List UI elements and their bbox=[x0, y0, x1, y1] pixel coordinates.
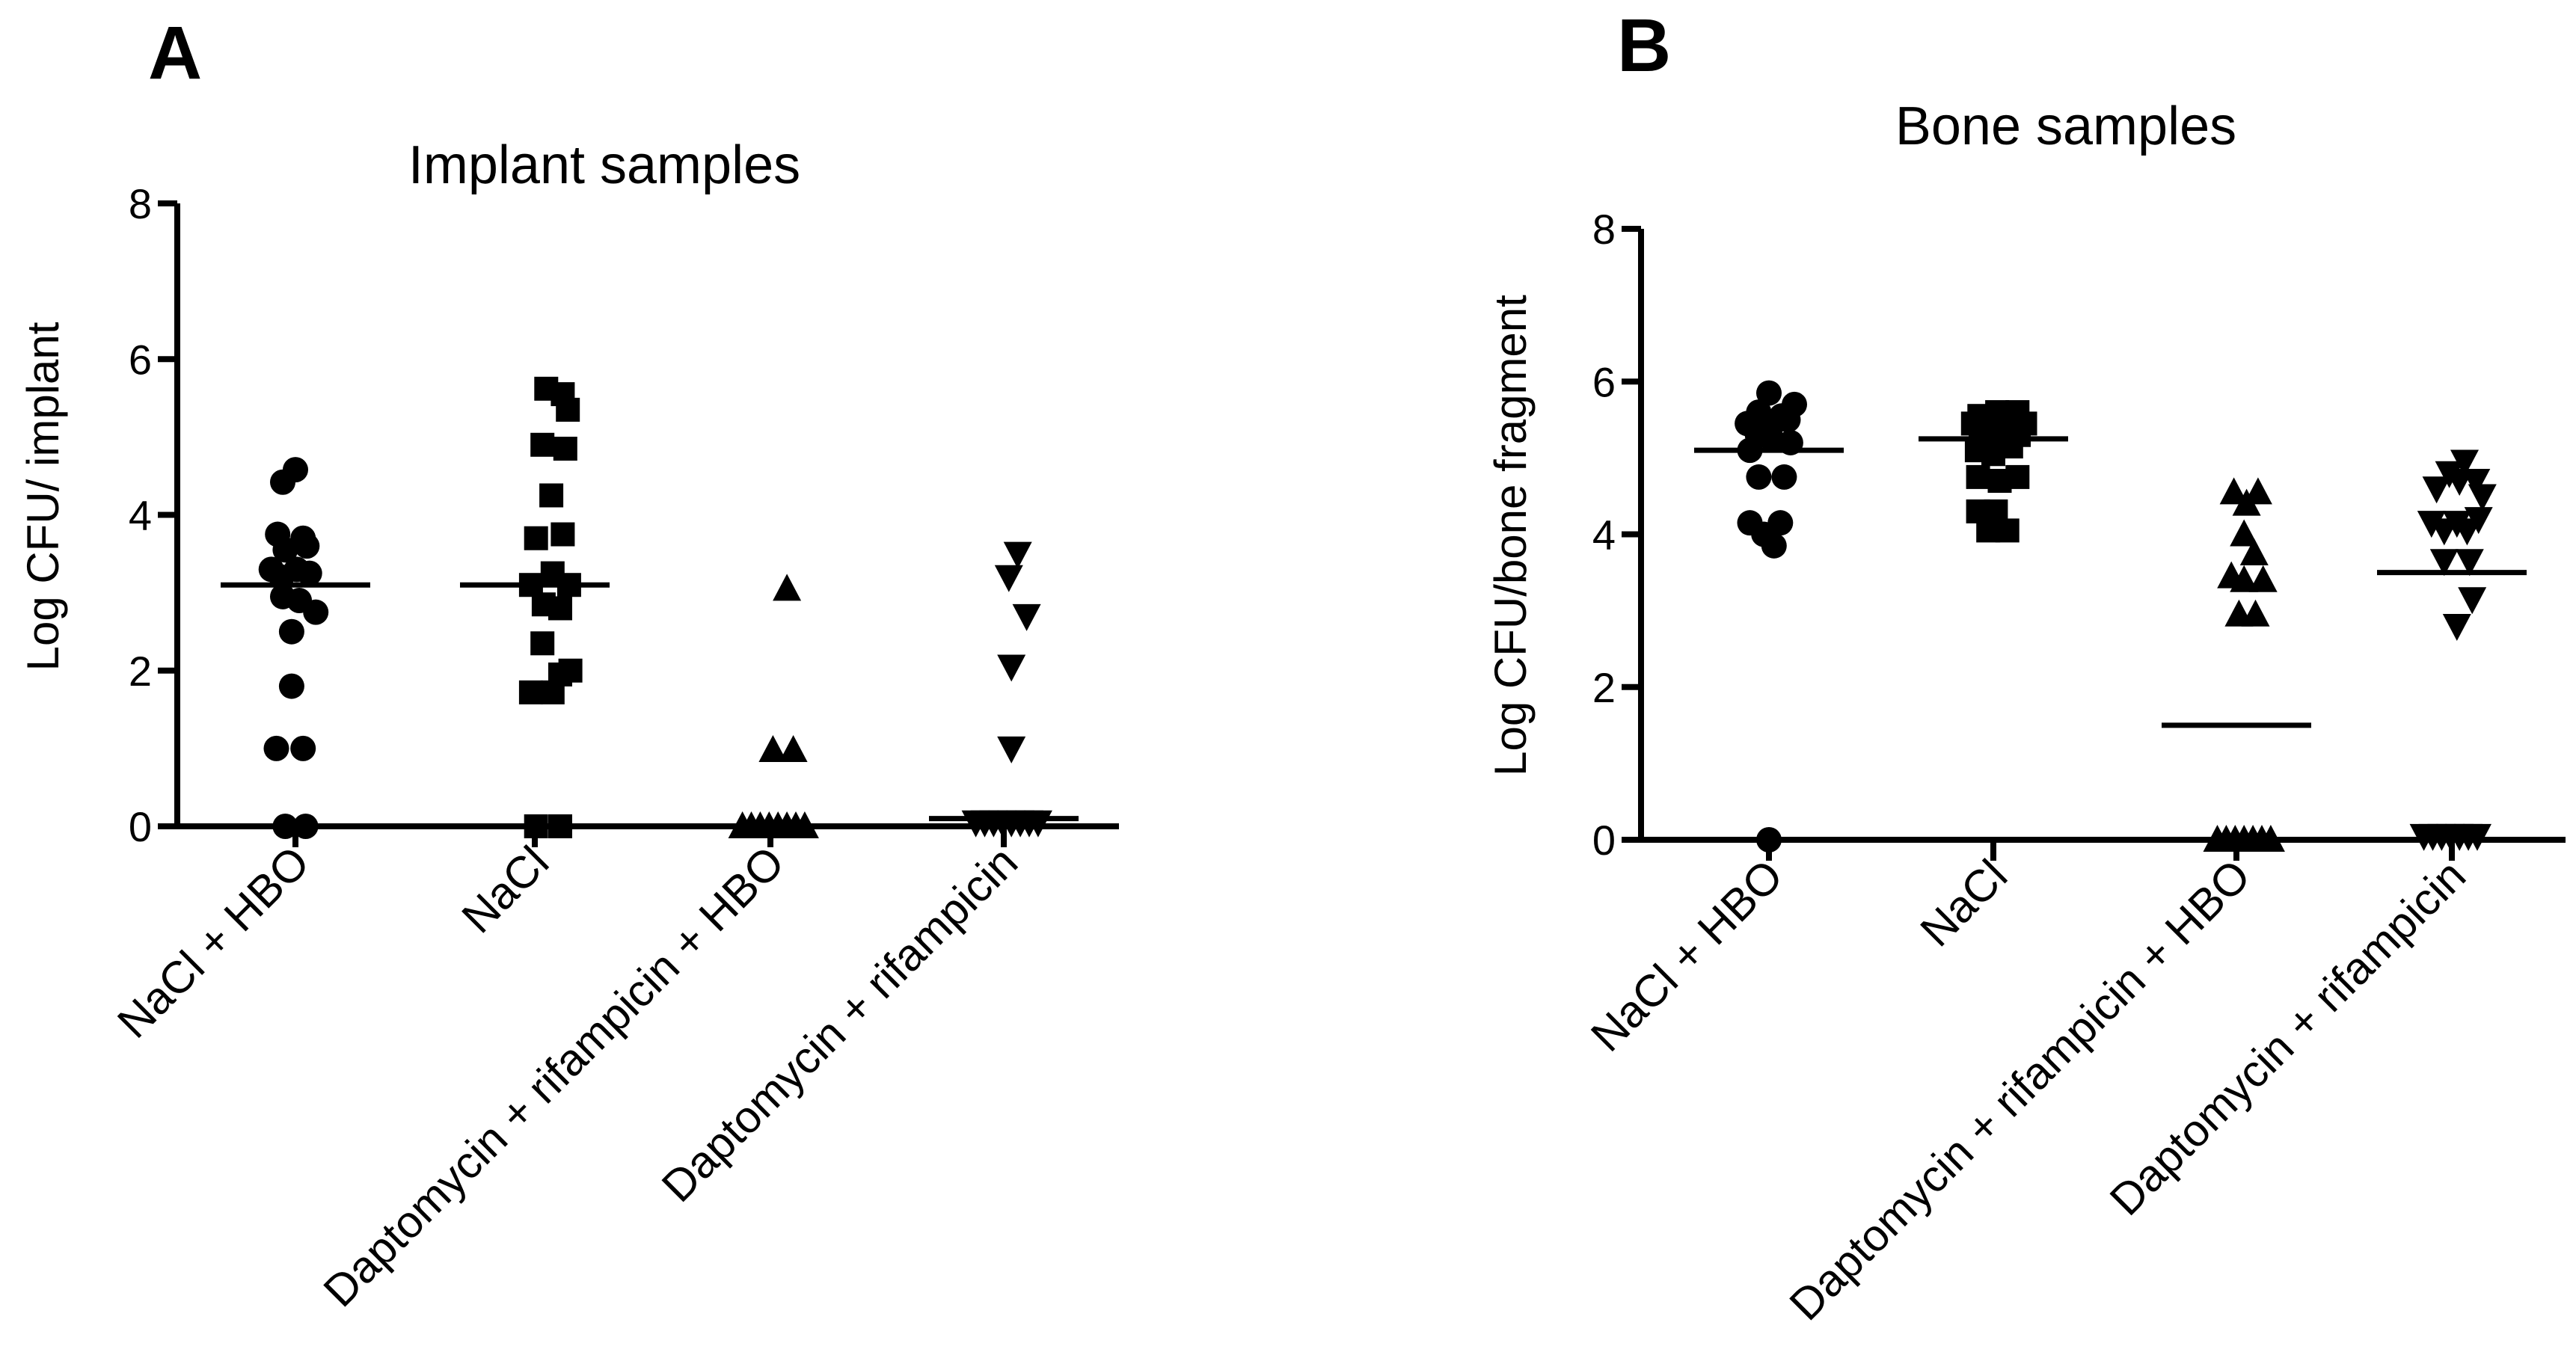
data-point-circle bbox=[1775, 407, 1801, 433]
data-point-circle bbox=[303, 599, 329, 625]
data-point-triangle-up bbox=[779, 734, 808, 762]
data-point-square bbox=[2005, 464, 2030, 489]
data-point-triangle-down bbox=[994, 565, 1023, 592]
data-point-triangle-down bbox=[2429, 549, 2459, 577]
y-tick-label: 8 bbox=[129, 180, 152, 227]
category-label: Daptomycin + rifampicin + HBO bbox=[1780, 850, 2260, 1330]
data-point-triangle-up bbox=[758, 734, 788, 762]
data-point-circle bbox=[272, 814, 298, 839]
category-label: NaCl bbox=[1911, 850, 2017, 956]
data-point-circle bbox=[272, 537, 298, 563]
data-point-triangle-down bbox=[2462, 469, 2491, 497]
data-point-square bbox=[524, 814, 548, 838]
data-point-triangle-up bbox=[773, 574, 802, 601]
y-tick-label: 4 bbox=[1592, 511, 1616, 559]
data-point-circle bbox=[278, 673, 304, 699]
y-tick-label: 0 bbox=[129, 803, 152, 850]
data-point-triangle-up bbox=[2230, 519, 2259, 547]
data-point-square bbox=[551, 522, 575, 547]
data-point-circle bbox=[278, 618, 304, 645]
category-label: NaCl bbox=[453, 837, 559, 943]
data-point-circle bbox=[1756, 827, 1782, 852]
data-point-triangle-up bbox=[2241, 599, 2270, 627]
y-tick-label: 6 bbox=[1592, 358, 1616, 405]
y-tick-label: 2 bbox=[1592, 664, 1616, 711]
data-point-square bbox=[556, 397, 580, 422]
data-point-triangle-up bbox=[2230, 565, 2259, 592]
panel-b: B Bone samples Log CFU/bone fragment 0 2 4… bbox=[1485, 4, 2566, 1330]
data-point-square bbox=[540, 680, 565, 704]
data-point-triangle-down bbox=[2463, 823, 2491, 851]
data-point-square bbox=[548, 596, 572, 621]
data-point-circle bbox=[1771, 464, 1797, 490]
data-point-triangle-up bbox=[2232, 488, 2261, 516]
data-point-triangle-down bbox=[997, 736, 1026, 764]
data-point-square bbox=[1995, 518, 2020, 543]
data-point-triangle-down bbox=[2458, 587, 2487, 615]
data-point-square bbox=[530, 432, 555, 457]
data-point-square bbox=[539, 483, 564, 508]
data-point-circle bbox=[1746, 464, 1772, 490]
data-point-triangle-down bbox=[2464, 507, 2493, 535]
y-tick-label: 2 bbox=[129, 648, 152, 695]
data-point-triangle-up bbox=[2248, 565, 2278, 592]
chart-title: Implant samples bbox=[408, 135, 800, 195]
y-tick-label: 4 bbox=[129, 492, 152, 539]
data-point-square bbox=[1966, 464, 1990, 489]
data-point-triangle-up bbox=[2256, 825, 2285, 852]
data-point-square bbox=[553, 436, 577, 461]
data-point-triangle-down bbox=[2422, 476, 2451, 504]
data-points bbox=[221, 376, 1079, 839]
data-point-square bbox=[518, 680, 543, 704]
category-label: NaCl + HBO bbox=[108, 837, 319, 1048]
category-label: NaCl + HBO bbox=[1581, 850, 1792, 1061]
data-point-circle bbox=[290, 735, 316, 761]
data-point-triangle-up bbox=[2219, 477, 2248, 505]
data-point-triangle-down bbox=[997, 654, 1026, 682]
data-point-triangle-down bbox=[1003, 541, 1032, 569]
y-ticks: 0 2 4 6 8 bbox=[1592, 206, 1641, 864]
y-tick-label: 8 bbox=[1592, 206, 1616, 253]
data-point-circle bbox=[263, 735, 289, 761]
data-point-triangle-down bbox=[2417, 511, 2446, 538]
y-ticks: 0 2 4 6 8 bbox=[129, 180, 177, 850]
data-point-triangle-down bbox=[1012, 603, 1041, 631]
data-point-circle bbox=[270, 469, 295, 495]
data-point-square bbox=[524, 526, 548, 550]
y-axis-label: Log CFU/bone fragment bbox=[1485, 295, 1536, 776]
data-point-triangle-up bbox=[2239, 538, 2269, 566]
category-label: Daptomycin + rifampicin bbox=[2100, 850, 2475, 1225]
panel-a: A Implant samples Log CFU/ implant 0 2 4 6 8… bbox=[18, 11, 1119, 1316]
panel-letter: B bbox=[1617, 4, 1671, 87]
data-point-circle bbox=[1758, 425, 1785, 452]
data-point-triangle-down bbox=[2455, 549, 2484, 577]
data-point-circle bbox=[292, 814, 319, 839]
data-point-circle bbox=[296, 560, 322, 586]
y-tick-label: 6 bbox=[129, 336, 152, 383]
panel-letter: A bbox=[148, 11, 202, 95]
data-point-triangle-down bbox=[2450, 449, 2479, 477]
data-point-circle bbox=[294, 533, 320, 559]
data-point-triangle-down bbox=[2468, 484, 2497, 511]
data-point-square bbox=[548, 814, 572, 838]
y-axis-label: Log CFU/ implant bbox=[18, 322, 68, 671]
data-point-square bbox=[530, 631, 555, 656]
axes bbox=[174, 203, 1119, 829]
data-point-triangle-down bbox=[2442, 614, 2471, 642]
chart-title: Bone samples bbox=[1895, 96, 2236, 156]
data-point-circle bbox=[1761, 532, 1787, 559]
y-tick-label: 0 bbox=[1592, 817, 1616, 864]
data-point-circle bbox=[1756, 380, 1782, 406]
category-label: Daptomycin + rifampicin + HBO bbox=[314, 837, 794, 1317]
data-points bbox=[1694, 380, 2527, 852]
